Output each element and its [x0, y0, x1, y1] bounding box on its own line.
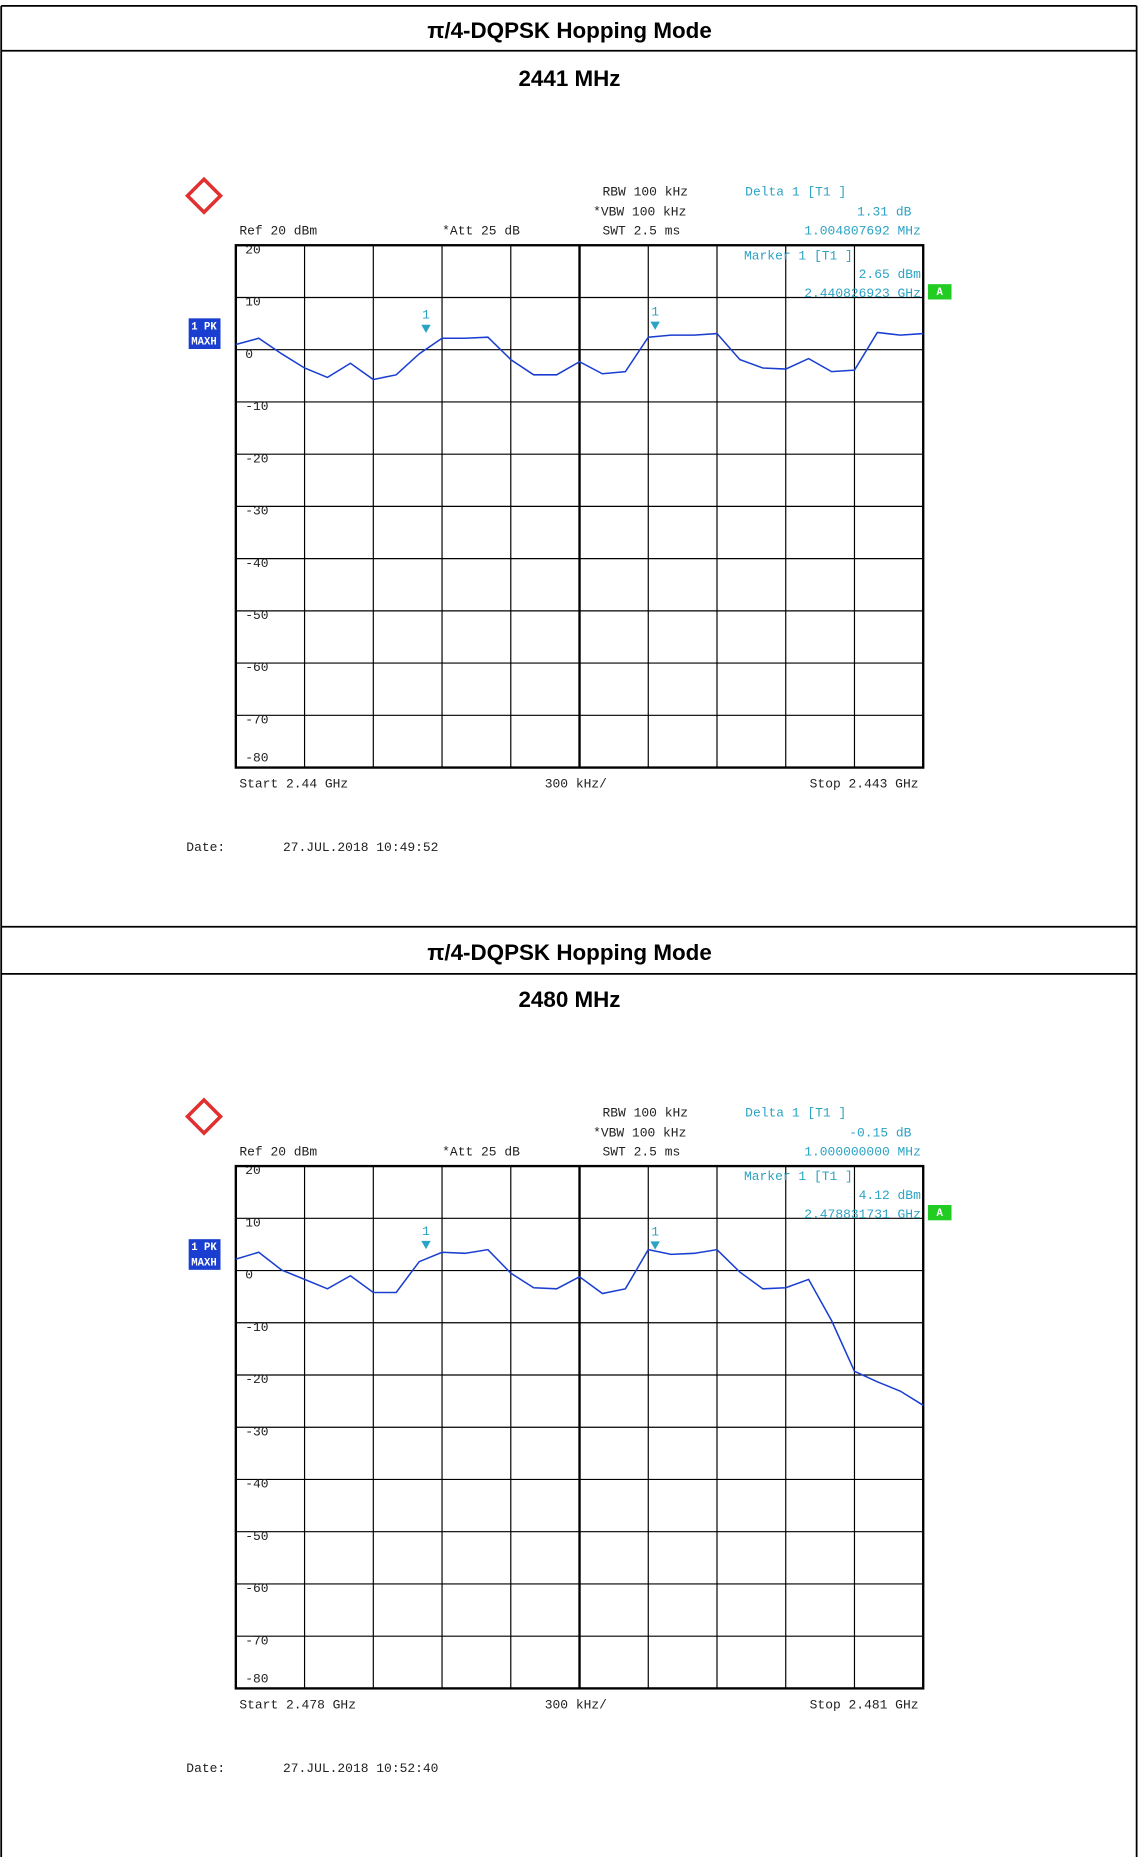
span: 300 kHz/: [545, 1697, 607, 1712]
y-tick-label: -50: [245, 608, 268, 623]
marker: [650, 321, 660, 330]
y-tick-label: 0: [245, 1268, 253, 1283]
swt: SWT 2.5 ms: [603, 1144, 681, 1159]
marker-label: 1: [651, 305, 659, 320]
trace-label: 1 PK: [191, 1242, 217, 1254]
span: 300 kHz/: [545, 776, 607, 791]
date: 27.JUL.2018 10:49:52: [283, 840, 438, 855]
marker-label: 1: [651, 1224, 659, 1239]
date: 27.JUL.2018 10:52:40: [283, 1761, 438, 1776]
marker-frequency: 2.440826923 GHz: [804, 286, 921, 301]
section-title: π/4-DQPSK Hopping Mode: [427, 18, 712, 43]
detector-label: MAXH: [191, 337, 216, 349]
plot-frame: [234, 1164, 925, 1690]
marker-level: 4.12 dBm: [859, 1188, 921, 1203]
logo: [184, 176, 224, 215]
marker-frequency: 2.478831731 GHz: [804, 1207, 921, 1222]
delta-level: 1.31 dB: [857, 205, 912, 220]
start-frequency: Start 2.44 GHz: [239, 776, 348, 791]
y-tick-label: -70: [245, 1633, 268, 1648]
delta-title: Delta 1 [T1 ]: [745, 185, 846, 200]
trace: [235, 331, 924, 381]
y-tick-label: -10: [245, 399, 268, 414]
start-frequency: Start 2.478 GHz: [239, 1697, 356, 1712]
flag-box: [927, 1204, 952, 1221]
trace-label: 1 PK: [191, 321, 217, 333]
attenuation: *Att 25 dB: [442, 224, 520, 239]
delta-frequency: 1.000000000 MHz: [804, 1144, 921, 1159]
y-tick-label: -80: [245, 751, 268, 766]
y-tick-label: 10: [245, 295, 261, 310]
rbw: RBW 100 kHz: [603, 185, 689, 200]
y-tick-label: 0: [245, 347, 253, 362]
marker-level: 2.65 dBm: [859, 267, 921, 282]
logo: [184, 1097, 224, 1136]
delta-level: -0.15 dB: [849, 1125, 911, 1140]
y-tick-label: -70: [245, 712, 268, 727]
flag-box: [927, 284, 952, 300]
y-tick-label: -20: [245, 1372, 268, 1387]
marker-label: 1: [422, 1224, 430, 1239]
frequency-heading: 2480 MHz: [518, 987, 620, 1012]
detector-label: MAXH: [191, 1258, 216, 1270]
y-tick-label: -60: [245, 660, 268, 675]
stop-frequency: Stop 2.443 GHz: [810, 776, 919, 791]
flag: A: [937, 1208, 944, 1220]
y-tick-label: -60: [245, 1581, 268, 1596]
plot-frame: [234, 244, 925, 769]
attenuation: *Att 25 dB: [442, 1144, 520, 1159]
trace-box: [188, 318, 221, 349]
vbw: *VBW 100 kHz: [593, 1125, 686, 1140]
y-tick-label: -40: [245, 556, 268, 571]
marker-title: Marker 1 [T1 ]: [744, 248, 853, 263]
swt: SWT 2.5 ms: [603, 224, 681, 239]
frequency-heading: 2441 MHz: [518, 66, 620, 91]
vbw: *VBW 100 kHz: [593, 205, 686, 220]
flag: A: [937, 287, 944, 299]
marker-title: Marker 1 [T1 ]: [744, 1169, 853, 1184]
date-label: Date:: [186, 840, 225, 855]
ref-level: Ref 20 dBm: [239, 224, 317, 239]
y-tick-label: -20: [245, 451, 268, 466]
y-tick-label: -30: [245, 1424, 268, 1439]
table-frame: [0, 5, 1138, 1857]
y-tick-label: -80: [245, 1671, 268, 1686]
y-tick-label: -10: [245, 1320, 268, 1335]
section-title: π/4-DQPSK Hopping Mode: [427, 940, 712, 965]
ref-level: Ref 20 dBm: [239, 1144, 317, 1159]
marker: [421, 1240, 431, 1250]
y-tick-label: -50: [245, 1529, 268, 1544]
y-tick-label: -30: [245, 504, 268, 519]
y-tick-label: 10: [245, 1215, 261, 1230]
trace-box: [188, 1239, 221, 1270]
delta-frequency: 1.004807692 MHz: [804, 224, 921, 239]
marker: [421, 324, 431, 333]
delta-title: Delta 1 [T1 ]: [745, 1105, 846, 1120]
stop-frequency: Stop 2.481 GHz: [810, 1697, 919, 1712]
rbw: RBW 100 kHz: [603, 1105, 689, 1120]
y-tick-label: -40: [245, 1477, 268, 1492]
marker-label: 1: [422, 308, 430, 323]
date-label: Date:: [186, 1761, 225, 1776]
trace: [235, 1248, 924, 1406]
marker: [650, 1241, 660, 1250]
